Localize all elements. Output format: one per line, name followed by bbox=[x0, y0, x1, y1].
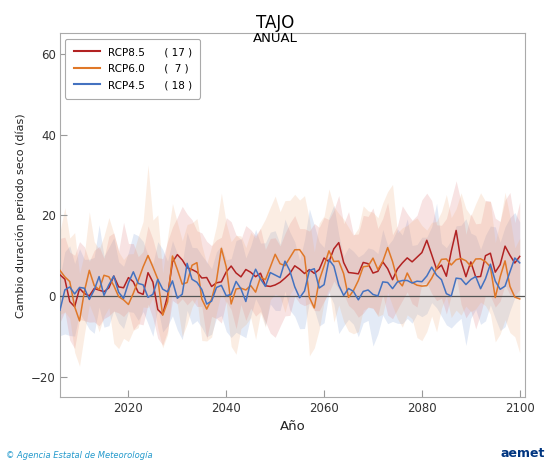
Text: aemet: aemet bbox=[500, 447, 544, 460]
Y-axis label: Cambio duración periodo seco (días): Cambio duración periodo seco (días) bbox=[15, 113, 25, 318]
Text: TAJO: TAJO bbox=[256, 14, 294, 32]
Text: ANUAL: ANUAL bbox=[252, 32, 298, 45]
Text: © Agencia Estatal de Meteorología: © Agencia Estatal de Meteorología bbox=[6, 451, 152, 460]
X-axis label: Año: Año bbox=[279, 420, 305, 433]
Legend: RCP8.5      ( 17 ), RCP6.0      (  7 ), RCP4.5      ( 18 ): RCP8.5 ( 17 ), RCP6.0 ( 7 ), RCP4.5 ( 18… bbox=[65, 39, 200, 98]
